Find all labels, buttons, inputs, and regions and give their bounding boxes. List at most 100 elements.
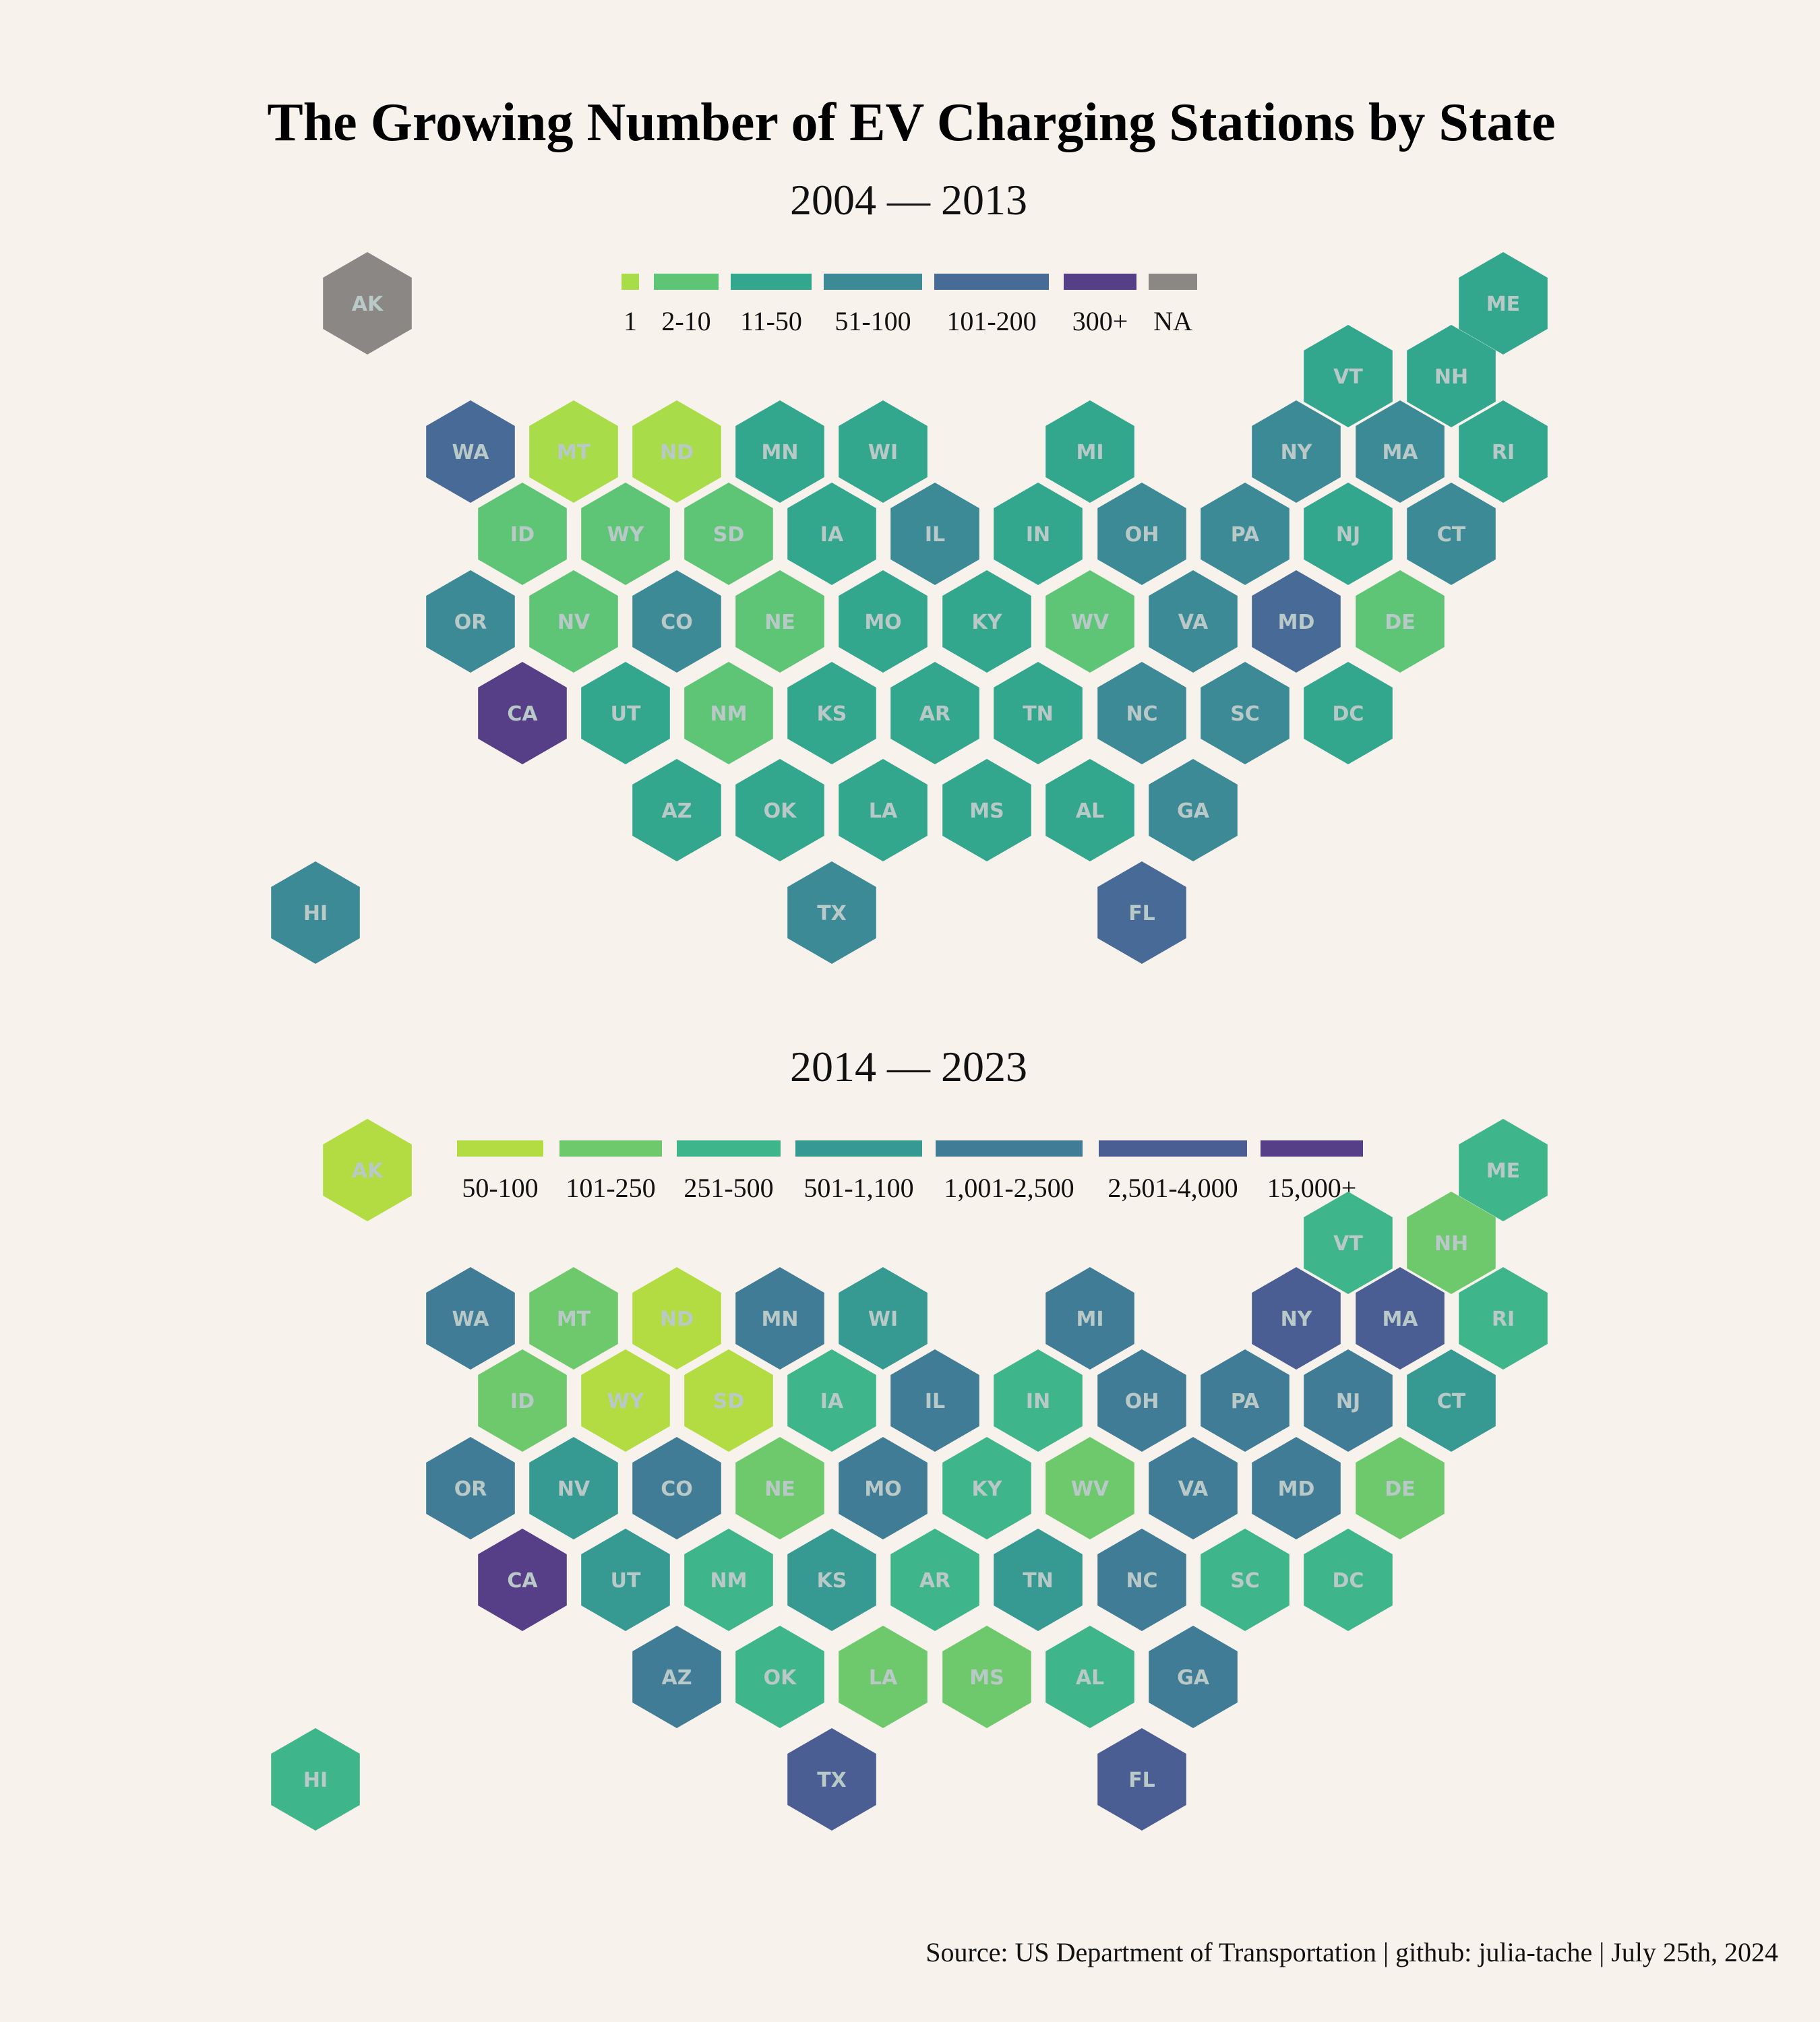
hex-la bbox=[839, 759, 928, 861]
hex-ut bbox=[581, 1529, 670, 1631]
hex-tx bbox=[787, 861, 876, 964]
hex-label-ga: GA bbox=[1177, 1666, 1210, 1690]
hex-label-la: LA bbox=[869, 1666, 898, 1690]
hex-md bbox=[1252, 570, 1341, 673]
hex-pa bbox=[1201, 1349, 1290, 1452]
hex-label-ga: GA bbox=[1177, 799, 1210, 823]
hex-label-de: DE bbox=[1385, 1477, 1415, 1501]
hex-label-nd: ND bbox=[660, 1308, 694, 1331]
hex-label-ak: AK bbox=[352, 293, 384, 316]
map-subtitle-1: 2004 — 2013 bbox=[790, 176, 1027, 224]
hex-de bbox=[1356, 1437, 1445, 1539]
hex-ky bbox=[942, 1437, 1031, 1539]
hex-label-nd: ND bbox=[660, 441, 694, 464]
hex-label-md: MD bbox=[1278, 611, 1315, 634]
hex-label-ms: MS bbox=[969, 1666, 1004, 1690]
hex-label-nh: NH bbox=[1434, 1232, 1468, 1256]
hex-label-sc: SC bbox=[1230, 1569, 1260, 1593]
hex-mt bbox=[529, 1267, 618, 1370]
hex-label-co: CO bbox=[661, 1477, 693, 1501]
hex-label-la: LA bbox=[869, 799, 898, 823]
hex-label-ky: KY bbox=[972, 1477, 1003, 1501]
hex-me bbox=[1459, 1119, 1548, 1221]
hex-id bbox=[478, 1349, 567, 1452]
hex-label-co: CO bbox=[661, 611, 693, 634]
hex-label-wi: WI bbox=[868, 1308, 898, 1331]
hex-map-2014-2023: AK ME VT NH WA MT ND MN WI MI NY MA RI ID WY SD IA IL IN OH… bbox=[271, 1119, 1548, 1831]
hex-ar bbox=[890, 662, 979, 764]
hex-ca bbox=[478, 1529, 567, 1631]
hex-az bbox=[632, 1626, 721, 1728]
legend-label: 2-10 bbox=[661, 306, 710, 336]
hex-label-sd: SD bbox=[713, 1390, 745, 1413]
hex-label-al: AL bbox=[1076, 799, 1104, 823]
legend-swatch bbox=[457, 1140, 543, 1157]
hex-tn bbox=[994, 662, 1083, 764]
hex-label-me: ME bbox=[1486, 1159, 1520, 1183]
hex-mn bbox=[735, 400, 824, 503]
hex-ct bbox=[1407, 1349, 1496, 1452]
hex-label-ct: CT bbox=[1437, 523, 1466, 547]
hex-dc bbox=[1304, 662, 1393, 764]
hex-label-il: IL bbox=[925, 1390, 945, 1413]
hex-nd bbox=[632, 1267, 721, 1370]
hex-ok bbox=[735, 1626, 824, 1728]
legend-label: 251-500 bbox=[684, 1173, 773, 1203]
hex-label-ok: OK bbox=[764, 799, 798, 823]
hex-wa bbox=[426, 1267, 515, 1370]
hex-co bbox=[632, 570, 721, 673]
hex-label-tx: TX bbox=[817, 1769, 847, 1792]
legend-swatch bbox=[934, 274, 1049, 290]
hex-ky bbox=[942, 570, 1031, 673]
legend-2014-2023: 50-100 101-250 251-500 501-1,100 1,001-2,500… bbox=[457, 1140, 1363, 1203]
legend-swatch bbox=[1261, 1140, 1363, 1157]
hex-label-nj: NJ bbox=[1336, 1390, 1360, 1413]
hex-label-va: VA bbox=[1178, 611, 1209, 634]
hex-label-ri: RI bbox=[1492, 1308, 1515, 1331]
hex-me bbox=[1459, 252, 1548, 355]
hex-label-id: ID bbox=[510, 1390, 535, 1413]
hex-label-tn: TN bbox=[1023, 1569, 1054, 1593]
hex-wi bbox=[839, 400, 928, 503]
hex-label-ca: CA bbox=[507, 702, 538, 726]
hex-label-mi: MI bbox=[1076, 1308, 1103, 1331]
hex-label-pa: PA bbox=[1231, 1390, 1260, 1413]
hex-label-sc: SC bbox=[1230, 702, 1260, 726]
hex-label-me: ME bbox=[1486, 293, 1520, 316]
figure-title: The Growing Number of EV Charging Statio… bbox=[267, 93, 1555, 152]
hex-vt bbox=[1304, 1192, 1393, 1294]
hex-label-or: OR bbox=[454, 611, 487, 634]
hex-label-ak: AK bbox=[352, 1159, 384, 1183]
hex-oh bbox=[1097, 1349, 1186, 1452]
hex-label-il: IL bbox=[925, 523, 945, 547]
hex-nj bbox=[1304, 1349, 1393, 1452]
hex-label-ny: NY bbox=[1281, 1308, 1313, 1331]
hex-ne bbox=[735, 570, 824, 673]
legend-swatch bbox=[1064, 274, 1136, 290]
hex-label-de: DE bbox=[1385, 611, 1415, 634]
hex-nc bbox=[1097, 662, 1186, 764]
hex-id bbox=[478, 483, 567, 585]
hex-ak bbox=[323, 252, 412, 355]
hex-label-wy: WY bbox=[607, 523, 645, 547]
hex-ct bbox=[1407, 483, 1496, 585]
hex-nc bbox=[1097, 1529, 1186, 1631]
hex-va bbox=[1149, 1437, 1238, 1539]
hex-label-ri: RI bbox=[1492, 441, 1515, 464]
hex-label-nc: NC bbox=[1126, 1569, 1157, 1593]
hex-nv bbox=[529, 570, 618, 673]
hex-label-hi: HI bbox=[303, 1769, 328, 1792]
legend-label: 50-100 bbox=[462, 1173, 538, 1203]
hex-il bbox=[890, 483, 979, 585]
hex-ne bbox=[735, 1437, 824, 1539]
hex-label-nv: NV bbox=[557, 611, 590, 634]
hex-label-or: OR bbox=[454, 1477, 487, 1501]
hex-label-mn: MN bbox=[762, 1308, 799, 1331]
hex-oh bbox=[1097, 483, 1186, 585]
hex-hi bbox=[271, 1728, 360, 1831]
hex-ri bbox=[1459, 400, 1548, 503]
hex-wv bbox=[1045, 570, 1134, 673]
legend-label: NA bbox=[1153, 306, 1192, 336]
hex-mo bbox=[839, 570, 928, 673]
hex-label-mn: MN bbox=[762, 441, 799, 464]
